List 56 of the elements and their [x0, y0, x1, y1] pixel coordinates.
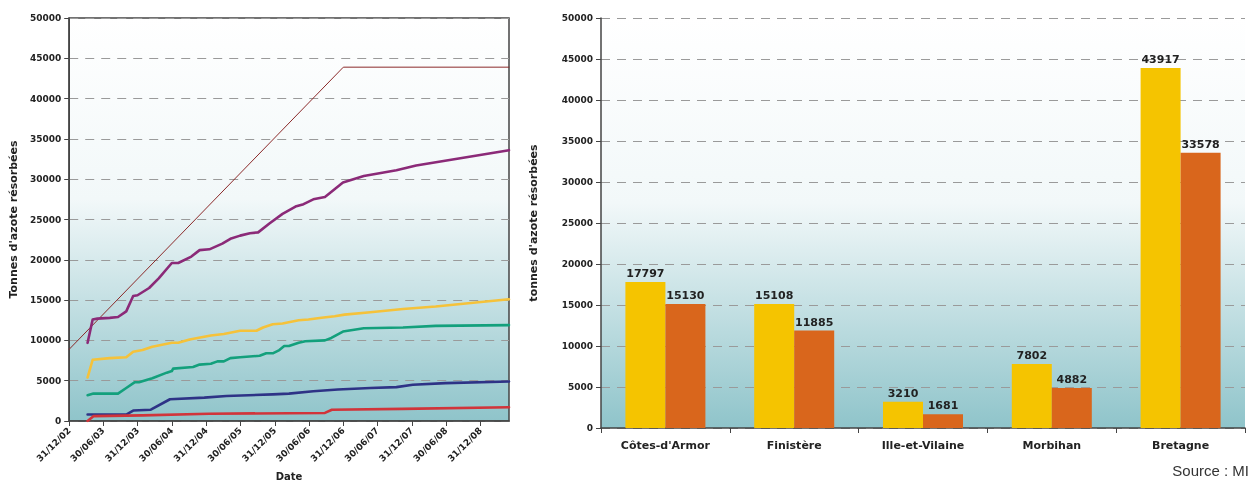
y-tick-label: 15000 — [561, 300, 593, 310]
x-tick-label: Ille-et-Vilaine — [881, 439, 965, 452]
source-note: Source : MI — [1172, 462, 1249, 479]
data-label: 17797 — [626, 267, 665, 281]
y-tick-label: 0 — [54, 416, 62, 426]
y-tick-label: 10000 — [29, 335, 62, 346]
bar — [1140, 67, 1181, 428]
y-tick-label: 35000 — [29, 133, 62, 144]
line-series — [86, 380, 511, 416]
y-tick-label: 10000 — [561, 341, 593, 351]
x-tick-label: Morbihan — [1022, 439, 1082, 452]
y-tick-label: 35000 — [561, 136, 593, 146]
bar — [923, 414, 963, 428]
bar — [1011, 364, 1052, 428]
y-tick-label: 40000 — [29, 93, 62, 104]
y-tick-label: 25000 — [29, 214, 62, 225]
x-tick-label: Côtes-d'Armor — [620, 439, 711, 452]
y-tick-label: 5000 — [36, 375, 62, 386]
y-tick-label: 30000 — [561, 177, 593, 187]
bar — [794, 330, 835, 428]
data-label: 3210 — [887, 386, 919, 400]
x-tick-label: Finistère — [766, 439, 822, 452]
bar — [665, 303, 706, 428]
y-tick-label: 40000 — [561, 95, 593, 105]
y-tick-label: 15000 — [29, 295, 62, 306]
line-series — [86, 406, 511, 423]
y-tick-label: 5000 — [567, 382, 593, 392]
y-axis-title: tonnes d'azote résorbées — [527, 143, 540, 302]
x-tick-label: Bretagne — [1152, 439, 1210, 452]
bar — [883, 401, 923, 428]
line-series — [86, 148, 511, 345]
bar — [625, 282, 666, 428]
y-tick-label: 50000 — [29, 13, 62, 23]
data-label: 33578 — [1181, 137, 1220, 151]
line-series — [86, 297, 511, 379]
y-tick-label: 20000 — [29, 254, 62, 265]
data-label: 1681 — [927, 399, 959, 413]
y-tick-label: 20000 — [561, 259, 593, 269]
bar — [1051, 387, 1092, 428]
data-label: 7802 — [1016, 349, 1048, 363]
data-label: 15130 — [666, 288, 705, 302]
x-axis-title: Date — [275, 470, 303, 482]
y-tick-label: 30000 — [29, 174, 62, 185]
y-tick-label: 0 — [586, 423, 593, 433]
y-tick-label: 45000 — [29, 53, 62, 64]
data-label: 43917 — [1141, 52, 1180, 66]
y-tick-label: 25000 — [561, 218, 593, 228]
bar — [754, 304, 795, 428]
bar — [1180, 152, 1221, 428]
y-tick-label: 50000 — [561, 13, 593, 23]
data-label: 11885 — [795, 315, 834, 329]
data-label: 4882 — [1056, 372, 1088, 386]
line-series — [86, 323, 511, 397]
y-tick-label: 45000 — [561, 54, 593, 64]
y-axis-title: Tonnes d'azote résorbées — [7, 140, 20, 299]
data-label: 15108 — [755, 289, 794, 303]
